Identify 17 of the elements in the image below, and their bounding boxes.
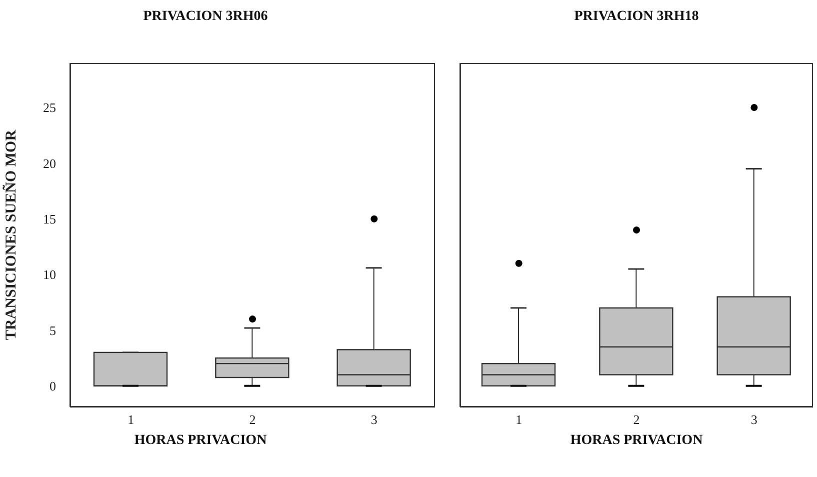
x-axis-title: HORAS PRIVACION bbox=[569, 433, 704, 449]
y-tick-label: 25 bbox=[43, 100, 56, 116]
y-tick-label: 0 bbox=[50, 378, 56, 394]
x-tick-label: 1 bbox=[516, 412, 522, 428]
y-tick-label: 5 bbox=[50, 322, 56, 338]
y-tick-label: 20 bbox=[43, 156, 56, 171]
x-tick-label: 3 bbox=[750, 412, 758, 428]
y-axis-title: TRANSICIONES SUEÑO MOR bbox=[2, 130, 20, 340]
x-tick-label: 2 bbox=[249, 412, 256, 428]
chart-title: PRIVACION 3RH06 bbox=[142, 9, 269, 25]
x-axis-title: HORAS PRIVACION bbox=[133, 433, 268, 449]
chart-title: PRIVACION 3RH18 bbox=[573, 9, 700, 25]
x-tick-label: 3 bbox=[370, 412, 378, 428]
x-tick-label: 1 bbox=[128, 412, 134, 428]
x-tick-label: 2 bbox=[633, 412, 640, 428]
y-tick-label: 10 bbox=[43, 267, 56, 282]
y-tick-label: 15 bbox=[43, 211, 56, 226]
